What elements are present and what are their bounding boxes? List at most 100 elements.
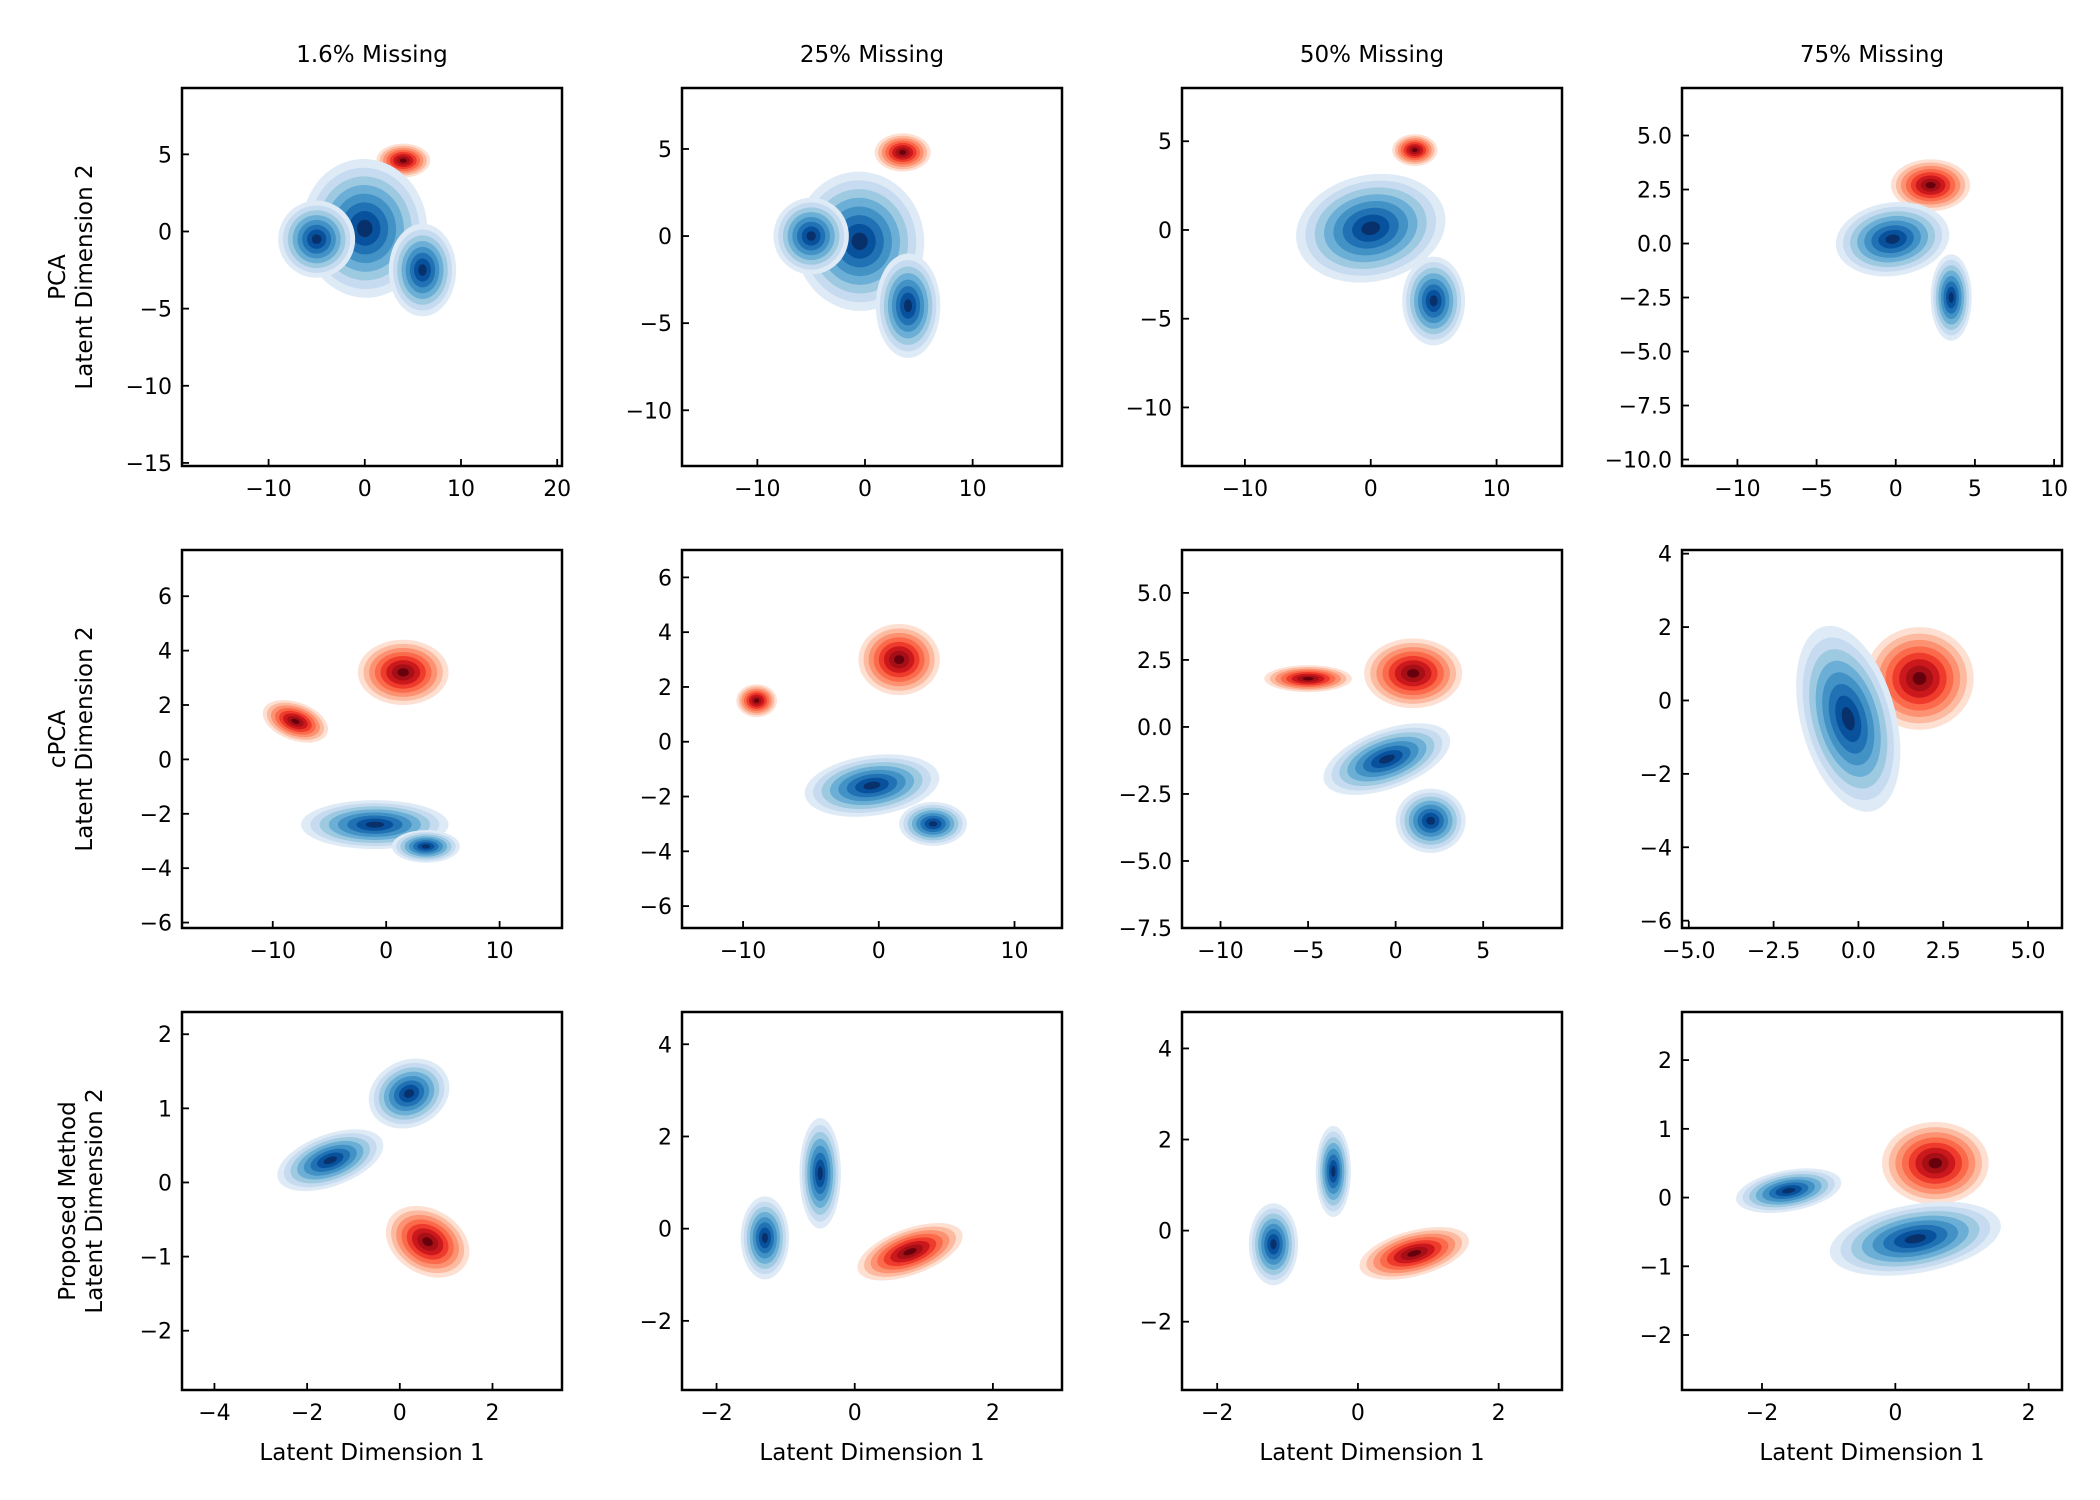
contour-red-1-7 xyxy=(754,698,760,703)
panel-1-2: −10 −5 0 5 −7.5 −5.0 −2.5 0.0 2.5 5.0 xyxy=(1119,548,1564,964)
contour-blue-2-7 xyxy=(806,231,816,241)
y-tick-label: −6 xyxy=(640,895,672,920)
x-tick-label: −10 xyxy=(250,939,296,964)
panel-1-3: −5.0 −2.5 0.0 2.5 5.0 −6 −4 −2 0 2 4 xyxy=(1640,543,2064,964)
y-tick-label: −2.5 xyxy=(1619,287,1672,312)
x-tick-label: −2 xyxy=(1201,1401,1233,1426)
series-blue-density xyxy=(1323,723,1466,853)
y-tick-label: 2 xyxy=(158,1023,172,1048)
series-red-density xyxy=(1359,1226,1469,1280)
contour-blue-1-7 xyxy=(418,264,427,276)
y-tick-label: −4 xyxy=(1640,836,1672,861)
panel-0-0: −10 0 10 20 −15 −10 −5 0 5 1.6% Missing PCALatent … xyxy=(45,42,571,502)
y-tick-label: 5.0 xyxy=(1637,125,1672,150)
series-blue-density xyxy=(773,171,941,358)
y-tick-label: 2 xyxy=(158,694,172,719)
panel-2-2: −2 0 2 −2 0 2 4 Latent Dimension 1 xyxy=(1140,1010,1564,1466)
x-tick-label: −2 xyxy=(1746,1401,1778,1426)
contour-red-0-7 xyxy=(1407,668,1420,678)
y-tick-label: 0 xyxy=(658,1218,672,1243)
x-tick-label: 20 xyxy=(543,477,571,502)
panel-1-0: −10 0 10 −6 −4 −2 0 2 4 6 cPCALatent Dimension 2 xyxy=(45,548,564,964)
y-tick-label: 0 xyxy=(158,748,172,773)
y-tick-label: −2 xyxy=(140,803,172,828)
x-tick-label: 0 xyxy=(858,477,872,502)
y-tick-label: 0 xyxy=(1658,1187,1672,1212)
y-tick-label: −4 xyxy=(640,840,672,865)
y-tick-label: −10 xyxy=(1126,396,1172,421)
series-red-density xyxy=(857,1222,963,1281)
series-blue-density xyxy=(804,754,967,846)
y-tick-label: −2 xyxy=(1640,1324,1672,1349)
y-tick-label: 0 xyxy=(1158,219,1172,244)
x-tick-label: 2 xyxy=(1492,1401,1506,1426)
contour-red-0-7 xyxy=(1925,181,1936,189)
y-tick-label: 0 xyxy=(658,731,672,756)
x-tick-label: −5.0 xyxy=(1662,939,1715,964)
y-tick-label: −6 xyxy=(140,912,172,937)
panel-1-1: −10 0 10 −6 −4 −2 0 2 4 6 xyxy=(640,548,1064,964)
x-tick-label: 0.0 xyxy=(1841,939,1876,964)
series-red-density xyxy=(1264,638,1463,709)
contour-red-0-7 xyxy=(399,158,407,163)
series-red-density xyxy=(874,133,931,172)
row-label-line: Latent Dimension 2 xyxy=(72,626,98,851)
x-tick-label: −2 xyxy=(700,1401,732,1426)
density-area xyxy=(773,133,941,358)
density-area xyxy=(1296,134,1466,346)
y-tick-label: 5 xyxy=(158,143,172,168)
panel-0-2: −10 0 10 −10 −5 0 5 50% Missing xyxy=(1126,42,1564,502)
row-label-line: Proposed Method xyxy=(55,1101,81,1300)
x-tick-label: −5 xyxy=(1800,477,1832,502)
x-axis-label: Latent Dimension 1 xyxy=(1759,1440,1984,1466)
contour-blue-1-7 xyxy=(1429,295,1438,307)
y-tick-label: 2 xyxy=(658,1125,672,1150)
x-tick-label: 0 xyxy=(1888,1401,1902,1426)
contour-blue-0-7 xyxy=(1361,221,1381,235)
axes-frame xyxy=(1180,86,1564,468)
series-red-density xyxy=(736,623,940,718)
y-tick-label: 6 xyxy=(158,585,172,610)
column-title: 1.6% Missing xyxy=(296,42,448,68)
contour-red-0-7 xyxy=(1411,148,1418,153)
panel-2-1: −2 0 2 −2 0 2 4 Latent Dimension 1 xyxy=(640,1010,1064,1466)
contour-blue-0-7 xyxy=(1885,234,1900,244)
contour-blue-1-7 xyxy=(904,299,913,313)
y-tick-label: −2.5 xyxy=(1119,783,1172,808)
x-tick-label: −10 xyxy=(720,939,766,964)
x-tick-label: 0 xyxy=(872,939,886,964)
x-tick-label: −2 xyxy=(291,1401,323,1426)
density-area xyxy=(1796,625,1974,812)
contour-red-1-7 xyxy=(1302,677,1314,681)
x-tick-label: −2.5 xyxy=(1747,939,1800,964)
density-area xyxy=(1248,1125,1469,1286)
y-tick-label: 0.0 xyxy=(1637,233,1672,258)
series-blue-density xyxy=(740,1118,841,1280)
contour-red-0-7 xyxy=(422,1237,433,1247)
series-red-density xyxy=(1392,134,1438,167)
y-tick-label: −2 xyxy=(1140,1311,1172,1336)
series-blue-density xyxy=(1835,201,1972,341)
x-tick-label: −10 xyxy=(1714,477,1760,502)
x-tick-label: 0 xyxy=(848,1401,862,1426)
contour-blue-1-7 xyxy=(1331,1165,1336,1178)
y-tick-label: −7.5 xyxy=(1119,917,1172,942)
contour-red-0-7 xyxy=(1407,1250,1422,1257)
y-tick-label: 4 xyxy=(1658,543,1672,568)
y-tick-label: 2 xyxy=(1658,1049,1672,1074)
contour-blue-1-7 xyxy=(421,844,431,849)
contour-blue-0-7 xyxy=(1270,1239,1277,1250)
row-label-line: Latent Dimension 2 xyxy=(72,164,98,389)
x-tick-label: −5 xyxy=(1292,939,1324,964)
x-tick-label: 0 xyxy=(1889,477,1903,502)
x-axis-label: Latent Dimension 1 xyxy=(759,1440,984,1466)
y-tick-label: 5 xyxy=(658,138,672,163)
x-tick-label: 10 xyxy=(447,477,475,502)
y-tick-label: −6 xyxy=(1640,910,1672,935)
contour-red-0-7 xyxy=(397,668,409,677)
y-tick-label: 0 xyxy=(158,1171,172,1196)
y-tick-label: −2 xyxy=(1640,763,1672,788)
column-title: 75% Missing xyxy=(1800,42,1944,68)
contour-red-0-7 xyxy=(903,1248,917,1256)
